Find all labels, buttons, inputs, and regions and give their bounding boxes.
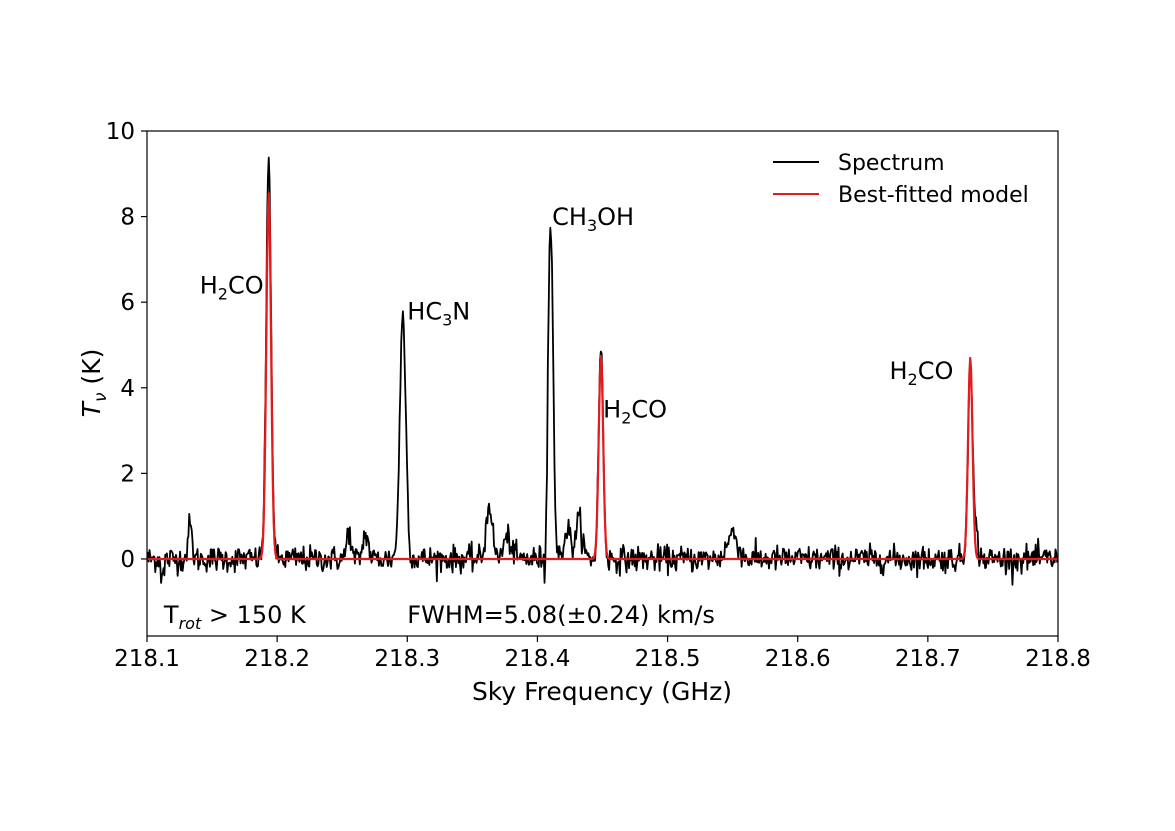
series-layer <box>147 156 1058 586</box>
x-tick-label: 218.5 <box>635 646 701 672</box>
y-tick-label: 0 <box>120 547 135 573</box>
line-annotations: H2CO HC3N CH3OH H2CO H2CO <box>200 203 954 428</box>
y-axis-label-subscript: ν <box>91 392 111 402</box>
y-axis-label: Tν (K) <box>77 349 111 418</box>
x-axis-label: Sky Frequency (GHz) <box>472 677 732 706</box>
series-model-line <box>147 192 1058 561</box>
x-tick-label: 218.1 <box>114 646 180 672</box>
plot-note: FWHM=5.08(±0.24) km/s <box>407 601 715 629</box>
legend-label-spectrum: Spectrum <box>838 151 945 176</box>
x-axis: 218.1 218.2 218.3 218.4 218.5 218.6 218.7 218.8 <box>114 636 1091 672</box>
y-axis: 0 2 4 6 8 10 <box>106 119 147 573</box>
molecule-label: H2CO <box>200 272 264 304</box>
x-tick-label: 218.6 <box>765 646 831 672</box>
plot-frame <box>146 130 1059 637</box>
molecule-label: H2CO <box>603 396 667 428</box>
y-tick-label: 2 <box>120 461 135 487</box>
plot-area <box>147 156 1058 586</box>
y-tick-label: 8 <box>120 205 135 231</box>
x-tick-label: 218.8 <box>1025 646 1091 672</box>
x-tick-label: 218.2 <box>244 646 310 672</box>
y-tick-label: 6 <box>120 290 135 316</box>
molecule-label: H2CO <box>889 357 953 389</box>
y-tick-label: 4 <box>120 376 135 402</box>
y-axis-label-unit: (K) <box>77 349 106 393</box>
y-axis-label-symbol: T <box>77 400 106 417</box>
plot-note: Trot > 150 K <box>163 601 307 633</box>
x-tick-label: 218.7 <box>895 646 961 672</box>
x-tick-label: 218.4 <box>504 646 570 672</box>
molecule-label: CH3OH <box>552 203 634 235</box>
legend-label-model: Best-fitted model <box>838 183 1029 208</box>
y-tick-label: 10 <box>106 119 135 145</box>
x-tick-label: 218.3 <box>374 646 440 672</box>
plot-notes: Trot > 150 K FWHM=5.08(±0.24) km/s <box>163 601 715 633</box>
molecule-label: HC3N <box>407 297 470 329</box>
legend: Spectrum Best-fitted model <box>773 151 1029 208</box>
